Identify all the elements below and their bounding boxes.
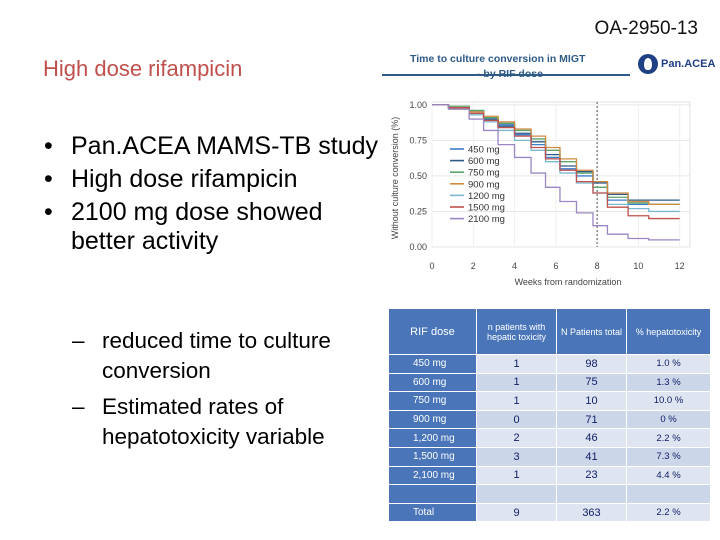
sub-bullet-list: – reduced time to culture conversion – Est… — [72, 326, 382, 458]
x-tick-label: 2 — [471, 261, 476, 271]
chart-title-line-1: Time to culture conversion in MIGT — [410, 53, 586, 65]
y-tick-label: 1.00 — [409, 100, 427, 110]
culture-conversion-chart: Time to culture conversion in MIGT - by … — [382, 53, 691, 287]
dose-cell: 750 mg — [388, 391, 477, 411]
n-total-cell — [556, 484, 627, 504]
n-tox-cell: 9 — [476, 502, 557, 523]
series-line — [432, 104, 680, 220]
pct-cell: 1.0 % — [626, 354, 711, 374]
n-total-cell: 75 — [556, 372, 627, 393]
n-total-cell: 10 — [556, 391, 627, 411]
plot-series — [432, 104, 680, 241]
legend-label: 2100 mg — [468, 214, 505, 225]
n-tox-cell: 1 — [476, 391, 557, 411]
n-tox-cell: 2 — [476, 428, 557, 448]
legend-label: 450 mg — [468, 145, 500, 156]
chart-title-line-2: - by RIF dose — [477, 68, 543, 80]
n-total-cell: 98 — [556, 354, 627, 374]
table-header-row: RIF dose n patients with hepatic toxicit… — [388, 308, 711, 355]
series-line — [432, 104, 680, 241]
dose-cell: 900 mg — [388, 409, 477, 430]
slide-id: OA-2950-13 — [594, 18, 698, 39]
x-tick-label: 12 — [675, 261, 685, 271]
table-row: 1,500 mg 3 41 7.3 % — [388, 446, 711, 467]
header-rif-dose: RIF dose — [388, 308, 477, 355]
x-tick-label: 4 — [512, 261, 517, 271]
x-axis-label: Weeks from randomization — [515, 277, 622, 287]
n-tox-cell: 0 — [476, 409, 557, 430]
n-total-cell: 41 — [556, 446, 627, 467]
x-tick-label: 10 — [633, 261, 643, 271]
legend-label: 900 mg — [468, 179, 500, 190]
n-tox-cell: 1 — [476, 354, 557, 374]
dash-marker: – — [72, 328, 85, 353]
dose-cell: 450 mg — [388, 354, 477, 374]
sub-bullet-text: reduced time to culture conversion — [102, 328, 331, 383]
table-row: 750 mg 1 10 10.0 % — [388, 391, 711, 411]
x-tick-label: 6 — [553, 261, 558, 271]
n-tox-cell: 3 — [476, 446, 557, 467]
dose-cell: 1,500 mg — [388, 446, 477, 467]
table-row: Total 9 363 2.2 % — [388, 502, 711, 523]
dose-cell: 2,100 mg — [388, 465, 477, 486]
slide-title: High dose rifampicin — [43, 56, 243, 81]
n-tox-cell: 1 — [476, 372, 557, 393]
bullet-item: 2100 mg dose showed better activity — [44, 198, 384, 256]
legend-label: 1200 mg — [468, 191, 505, 202]
dose-cell — [388, 484, 477, 504]
bullet-item: Pan.ACEA MAMS-TB study — [44, 132, 384, 161]
y-axis-label: Without culture conversion (%) — [390, 117, 400, 240]
sub-bullet-item: – Estimated rates of hepatotoxicity varia… — [72, 392, 382, 452]
panacea-logo-icon — [638, 54, 658, 74]
dose-cell: Total — [388, 502, 477, 523]
pct-cell: 0 % — [626, 409, 711, 430]
pct-cell: 2.2 % — [626, 428, 711, 448]
legend-label: 600 mg — [468, 156, 500, 167]
header-n-total: N Patients total — [556, 308, 627, 355]
legend-label: 750 mg — [468, 168, 500, 179]
pct-cell: 4.4 % — [626, 465, 711, 486]
table-row: 900 mg 0 71 0 % — [388, 409, 711, 430]
sub-bullet-text: Estimated rates of hepatotoxicity variab… — [102, 394, 325, 449]
hepatotoxicity-table: RIF dose n patients with hepatic toxicit… — [388, 308, 711, 523]
table-row: 2,100 mg 1 23 4.4 % — [388, 465, 711, 486]
y-tick-label: 0.25 — [409, 206, 427, 216]
pct-cell: 1.3 % — [626, 372, 711, 393]
header-pct-hepatotoxicity: % hepatotoxicity — [626, 308, 711, 355]
pct-cell: 2.2 % — [626, 502, 711, 523]
n-total-cell: 363 — [556, 502, 627, 523]
pct-cell: 10.0 % — [626, 391, 711, 411]
bullet-list: Pan.ACEA MAMS-TB study High dose rifampi… — [44, 132, 384, 260]
header-n-toxicity: n patients with hepatic toxicity — [476, 308, 557, 355]
n-total-cell: 46 — [556, 428, 627, 448]
panacea-logo-text: Pan.ACEA — [661, 58, 716, 70]
bullet-item: High dose rifampicin — [44, 165, 384, 194]
n-tox-cell — [476, 484, 557, 504]
x-tick-label: 0 — [429, 261, 434, 271]
sub-bullet-item: – reduced time to culture conversion — [72, 326, 382, 386]
n-total-cell: 71 — [556, 409, 627, 430]
x-tick-label: 8 — [595, 261, 600, 271]
table-row: 600 mg 1 75 1.3 % — [388, 372, 711, 393]
plot-ticks: 0.00 0.25 0.50 0.75 1.00 0 2 4 6 8 10 12 — [409, 100, 684, 271]
table-row: 450 mg 1 98 1.0 % — [388, 354, 711, 374]
n-total-cell: 23 — [556, 465, 627, 486]
legend-label: 1500 mg — [468, 203, 505, 214]
pct-cell — [626, 484, 711, 504]
y-tick-label: 0.75 — [409, 135, 427, 145]
dash-marker: – — [72, 394, 85, 419]
dose-cell: 1,200 mg — [388, 428, 477, 448]
dose-cell: 600 mg — [388, 372, 477, 393]
y-tick-label: 0.50 — [409, 171, 427, 181]
table-row — [388, 484, 711, 504]
n-tox-cell: 1 — [476, 465, 557, 486]
series-line — [432, 104, 680, 206]
table-row: 1,200 mg 2 46 2.2 % — [388, 428, 711, 448]
y-tick-label: 0.00 — [409, 242, 427, 252]
pct-cell: 7.3 % — [626, 446, 711, 467]
